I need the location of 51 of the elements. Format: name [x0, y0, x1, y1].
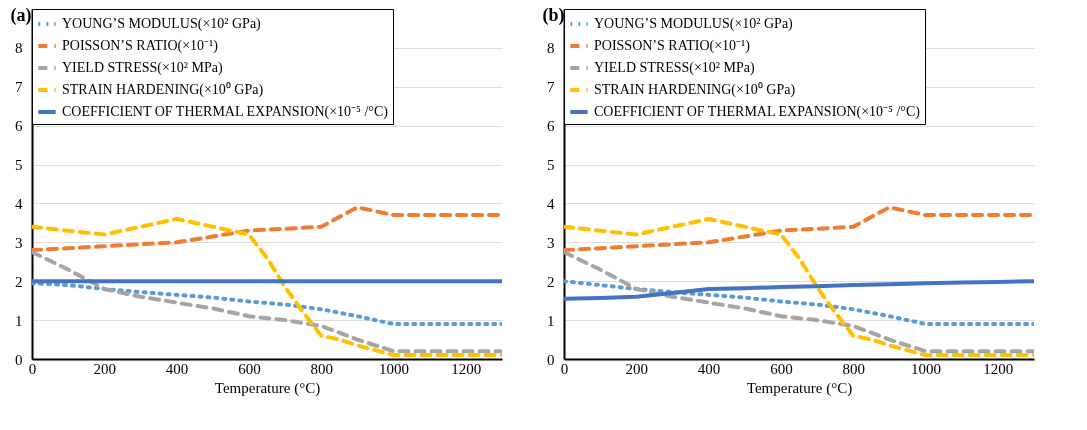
x-tick-label: 1000	[379, 360, 410, 377]
line-series	[564, 250, 1034, 354]
y-tick-label: 3	[547, 234, 555, 251]
y-tick-label: 6	[15, 118, 23, 135]
x-tick-label: 1200	[451, 360, 482, 377]
legend-label: COEFFICIENT OF THERMAL EXPANSION(×10⁻⁵ /°C)	[594, 104, 921, 120]
legend-label: YIELD STRESS(×10² MPa)	[62, 60, 223, 76]
line-series	[564, 279, 1034, 326]
x-tick-label: 800	[310, 360, 333, 377]
line-series	[32, 281, 502, 326]
y-tick-label: 1	[15, 312, 23, 329]
y-tick-label: 8	[15, 40, 23, 57]
y-tick-label: 1	[547, 312, 555, 329]
x-tick-label: 600	[238, 360, 261, 377]
y-tick-label: 6	[547, 118, 555, 135]
legend-label: YOUNG’S MODULUS(×10² GPa)	[62, 16, 262, 32]
x-tick-label: 600	[770, 360, 793, 377]
line-series	[564, 205, 1034, 253]
line-series	[32, 250, 502, 354]
x-tick-label: 400	[165, 360, 189, 377]
y-tick-label: 2	[15, 273, 23, 290]
x-tick-label: 800	[842, 360, 865, 377]
legend-label: STRAIN HARDENING(×10⁰ GPa)	[62, 82, 264, 98]
legend-label: STRAIN HARDENING(×10⁰ GPa)	[594, 82, 796, 98]
x-tick-label: 400	[697, 360, 721, 377]
y-tick-label: 7	[15, 79, 23, 96]
x-tick-label: 0	[560, 360, 569, 377]
y-tick-label: 7	[547, 79, 555, 96]
x-tick-label: 1000	[911, 360, 942, 377]
y-tick-label: 8	[547, 40, 555, 57]
y-tick-label: 4	[15, 195, 23, 212]
y-tick-label: 5	[547, 157, 555, 174]
x-tick-label: 200	[625, 360, 649, 377]
y-tick-label: 3	[15, 234, 23, 251]
chart-title: (b)	[542, 4, 565, 26]
x-axis-title: Temperature (°C)	[746, 379, 853, 397]
y-tick-label: 5	[15, 157, 23, 174]
y-tick-label: 4	[547, 195, 555, 212]
x-axis-title: Temperature (°C)	[214, 379, 321, 397]
line-series	[32, 205, 502, 253]
y-tick-label: 2	[547, 273, 555, 290]
legend-label: COEFFICIENT OF THERMAL EXPANSION(×10⁻⁵ /°C)	[62, 104, 389, 120]
legend-label: YIELD STRESS(×10² MPa)	[594, 60, 755, 76]
chart-title: (a)	[10, 4, 32, 26]
x-tick-label: 1200	[983, 360, 1014, 377]
legend-label: POISSON’S RATIO(×10⁻¹)	[594, 38, 751, 54]
legend-label: POISSON’S RATIO(×10⁻¹)	[62, 38, 219, 54]
line-series	[564, 279, 1034, 301]
x-tick-label: 200	[93, 360, 117, 377]
legend-label: YOUNG’S MODULUS(×10² GPa)	[594, 16, 794, 32]
x-tick-label: 0	[28, 360, 37, 377]
